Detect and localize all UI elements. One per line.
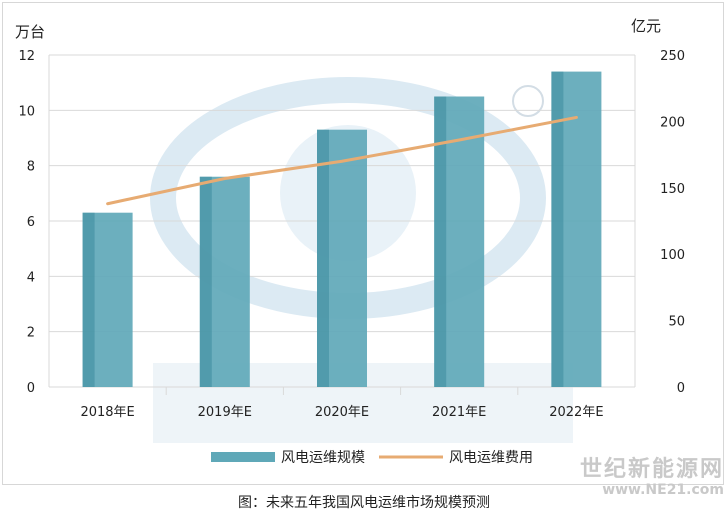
left-tick-label: 4	[27, 270, 35, 285]
x-tick-label: 2018年E	[80, 405, 134, 420]
right-tick-label: 150	[660, 182, 685, 197]
bar-shade	[551, 71, 564, 387]
right-tick-label: 100	[660, 248, 685, 263]
registered-mark-icon	[512, 85, 544, 117]
left-axis-ticks: 0 2 4 6 8 10 12	[18, 49, 35, 396]
chart-frame: 0 2 4 6 8 10 12 0 50 100 150 200 250 2018年E 2019年E 20…	[2, 2, 724, 485]
bar-shade	[82, 212, 95, 387]
x-tick-label: 2019年E	[198, 405, 252, 420]
left-tick-label: 6	[27, 215, 35, 230]
right-tick-label: 50	[668, 315, 685, 330]
site-watermark: 世纪新能源网 www.NE21.com	[579, 457, 724, 499]
x-axis-ticks: 2018年E 2019年E 2020年E 2021年E 2022年E	[80, 405, 603, 420]
left-axis-unit: 万台	[15, 23, 45, 41]
bar-shade	[317, 129, 329, 387]
line-series	[106, 115, 578, 206]
bar-shade	[434, 96, 447, 387]
watermark-url: www.NE21.com	[602, 482, 724, 498]
legend-bar-swatch	[211, 452, 275, 462]
bar-shade	[199, 176, 212, 387]
left-tick-label: 10	[18, 104, 35, 119]
legend-line-label: 风电运维费用	[449, 450, 533, 466]
cost-line	[106, 115, 578, 206]
left-tick-label: 2	[27, 326, 35, 341]
right-tick-label: 0	[677, 381, 685, 396]
x-tick-label: 2020年E	[315, 405, 369, 420]
bar-series	[82, 71, 602, 387]
left-tick-label: 8	[27, 160, 35, 175]
right-tick-label: 250	[660, 49, 685, 64]
right-tick-label: 200	[660, 115, 685, 130]
figure-caption: 图：未来五年我国风电运维市场规模预测	[238, 495, 490, 511]
watermark-name: 世纪新能源网	[579, 457, 724, 482]
x-tick-label: 2022年E	[549, 405, 603, 420]
right-axis-ticks: 0 50 100 150 200 250	[660, 49, 685, 396]
x-tick-label: 2021年E	[432, 405, 486, 420]
left-tick-label: 12	[18, 49, 35, 64]
right-axis-unit: 亿元	[631, 17, 661, 35]
left-tick-label: 0	[27, 381, 35, 396]
legend: 风电运维规模 风电运维费用	[211, 450, 533, 466]
legend-bar-label: 风电运维规模	[281, 450, 365, 466]
